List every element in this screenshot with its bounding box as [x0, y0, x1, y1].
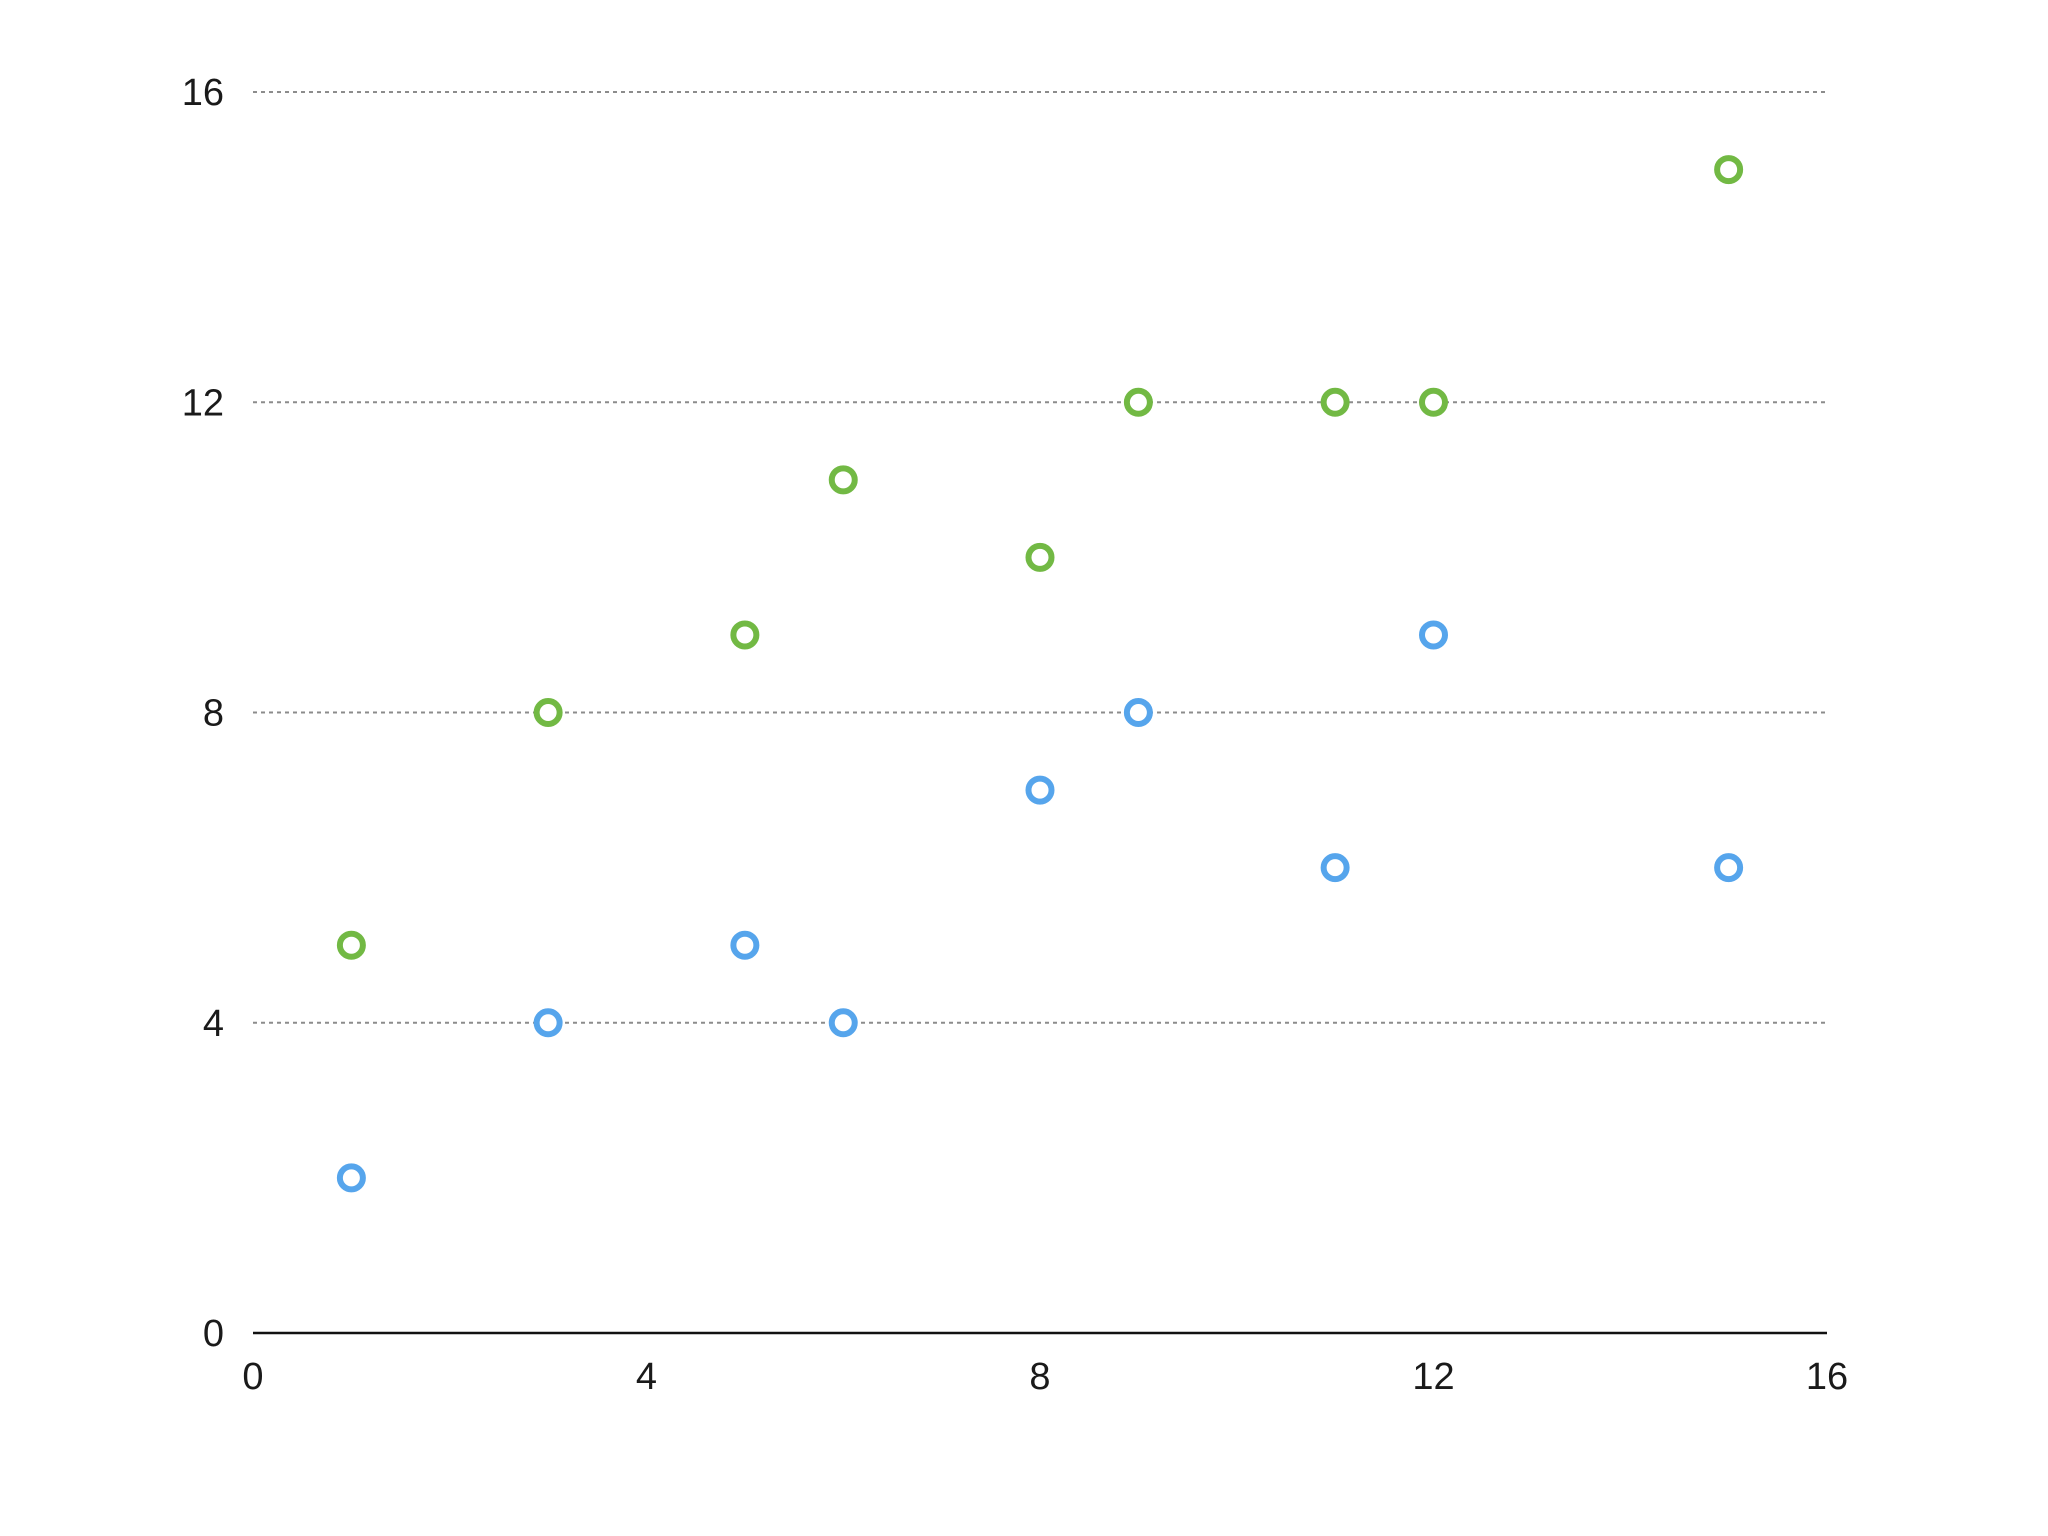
y-tick-label-8: 8 — [203, 693, 224, 735]
point-series-2-4 — [828, 1008, 858, 1038]
x-tick-labels: 0 4 8 12 16 — [242, 1356, 1848, 1398]
series-2 — [336, 620, 1744, 1193]
point-series-1-7 — [1320, 387, 1350, 417]
point-series-2-5 — [1025, 775, 1055, 805]
point-series-1-8 — [1419, 387, 1448, 417]
point-series-1-1 — [336, 930, 366, 960]
point-series-1-3 — [730, 620, 760, 650]
point-series-1-2 — [533, 698, 563, 727]
series-1 — [336, 155, 1744, 960]
point-series-1-4 — [828, 465, 858, 495]
point-series-1-6 — [1123, 387, 1153, 417]
x-tick-label-4: 4 — [636, 1356, 657, 1398]
y-tick-labels: 0 4 8 12 16 — [182, 72, 224, 1355]
point-series-2-6 — [1123, 698, 1153, 727]
point-series-2-7 — [1320, 853, 1350, 883]
point-series-2-8 — [1419, 620, 1448, 650]
x-tick-label-12: 12 — [1412, 1356, 1454, 1398]
y-tick-label-0: 0 — [203, 1313, 224, 1355]
x-tick-label-8: 8 — [1029, 1356, 1050, 1398]
x-tick-label-16: 16 — [1806, 1356, 1848, 1398]
point-series-2-3 — [730, 930, 760, 960]
x-tick-label-0: 0 — [242, 1356, 263, 1398]
data-points — [336, 155, 1744, 1193]
point-series-1-9 — [1714, 155, 1744, 185]
point-series-2-1 — [336, 1163, 366, 1193]
y-tick-label-12: 12 — [182, 382, 224, 424]
point-series-2-9 — [1714, 853, 1744, 883]
y-tick-label-4: 4 — [203, 1003, 224, 1045]
point-series-1-5 — [1025, 542, 1055, 572]
point-series-2-2 — [533, 1008, 563, 1038]
y-tick-label-16: 16 — [182, 72, 224, 114]
grid-lines — [253, 91, 1827, 1024]
